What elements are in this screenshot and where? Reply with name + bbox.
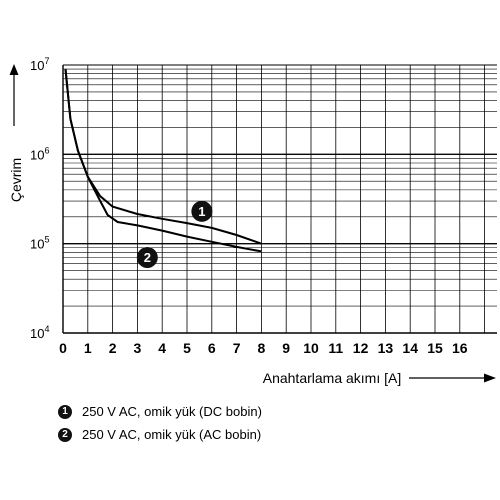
legend-label-2: 250 V AC, omik yük (AC bobin) xyxy=(82,427,262,442)
y-axis-arrow-head xyxy=(9,64,19,75)
legend-item-1: 1 250 V AC, omik yük (DC bobin) xyxy=(58,404,262,419)
x-tick-label: 14 xyxy=(402,340,418,356)
x-tick-label: 16 xyxy=(452,340,468,356)
axis-labels: Çevrim Anahtarlama akımı [A] xyxy=(8,64,496,386)
series-marker-2 xyxy=(136,247,158,269)
x-tick-label: 13 xyxy=(378,340,394,356)
axes xyxy=(62,65,497,334)
x-tick-label: 12 xyxy=(353,340,369,356)
x-tick-label: 11 xyxy=(328,340,343,356)
x-tick-label: 1 xyxy=(84,340,92,356)
x-tick-label: 4 xyxy=(158,340,166,356)
y-tick-label: 107 xyxy=(30,56,49,73)
x-tick-label: 10 xyxy=(303,340,319,356)
legend-label-1: 250 V AC, omik yük (DC bobin) xyxy=(82,404,262,419)
series-line-2 xyxy=(64,69,262,253)
x-axis-label: Anahtarlama akımı [A] xyxy=(263,370,402,386)
x-tick-label: 3 xyxy=(134,340,142,356)
x-tick-label: 5 xyxy=(183,340,191,356)
series-marker-label-1: 1 xyxy=(198,204,205,219)
legend-marker-1: 1 xyxy=(58,404,72,419)
x-tick-label: 15 xyxy=(427,340,443,356)
legend-marker-2: 2 xyxy=(58,427,72,442)
series-marker-1 xyxy=(191,200,213,222)
x-tick-label: 7 xyxy=(233,340,241,356)
x-axis-arrow-head xyxy=(484,373,496,383)
y-axis-label: Çevrim xyxy=(8,158,24,202)
y-tick-label: 106 xyxy=(30,145,49,162)
x-tick-label: 0 xyxy=(59,340,67,356)
legend-item-2: 2 250 V AC, omik yük (AC bobin) xyxy=(58,427,261,442)
x-tick-label: 2 xyxy=(109,340,117,356)
x-tick-label: 9 xyxy=(282,340,290,356)
x-tick-label: 8 xyxy=(258,340,266,356)
series-marker-label-2: 2 xyxy=(144,250,151,265)
y-tick-label: 104 xyxy=(30,324,49,341)
series-lines: 12 xyxy=(64,69,262,269)
y-tick-label: 105 xyxy=(30,235,49,252)
grid xyxy=(63,64,497,334)
x-tick-label: 6 xyxy=(208,340,216,356)
series-line-1 xyxy=(64,69,262,245)
